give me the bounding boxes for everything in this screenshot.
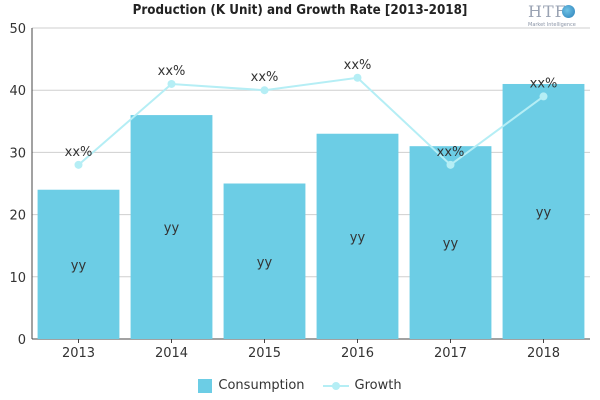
logo-text: HTF (528, 2, 567, 21)
growth-point (260, 86, 269, 95)
y-tick-label: 20 (9, 209, 26, 224)
bar-data-label: yy (350, 230, 366, 245)
x-tick-label: 2015 (248, 346, 281, 361)
y-tick-label: 0 (18, 333, 26, 348)
bar (37, 189, 120, 339)
globe-icon (562, 5, 575, 18)
x-tick-label: 2014 (155, 346, 188, 361)
legend-item-growth[interactable]: Growth (322, 378, 402, 393)
y-tick-label: 30 (9, 146, 26, 161)
growth-data-label: xx% (530, 76, 558, 91)
y-tick-label: 40 (9, 84, 26, 99)
bar (502, 83, 585, 339)
legend-swatch-consumption (198, 378, 213, 393)
chart-title: Production (K Unit) and Growth Rate [201… (132, 3, 468, 18)
bar-data-label: yy (257, 255, 273, 270)
legend-label-growth: Growth (354, 378, 402, 393)
growth-data-label: xx% (344, 58, 372, 73)
growth-data-label: xx% (65, 145, 93, 160)
y-tick-label: 10 (9, 271, 26, 286)
growth-data-label: xx% (251, 70, 279, 85)
bar (130, 115, 213, 339)
legend-item-consumption[interactable]: Consumption (198, 378, 305, 393)
bar-data-label: yy (536, 205, 552, 220)
growth-line (77, 76, 545, 167)
legend: Consumption Growth (0, 378, 600, 393)
growth-point (167, 79, 176, 88)
x-tick-label: 2016 (341, 346, 374, 361)
logo-subtext: Market Intelligence (528, 22, 576, 28)
growth-data-label: xx% (437, 145, 465, 160)
y-tick-label: 50 (9, 22, 26, 37)
legend-swatch-growth (322, 379, 349, 393)
bar (316, 133, 399, 339)
growth-point (74, 160, 83, 169)
growth-point (353, 73, 362, 82)
bar (223, 183, 306, 339)
growth-data-label: xx% (158, 64, 186, 79)
growth-point (446, 160, 455, 169)
x-tick-label: 2018 (527, 346, 560, 361)
bar-data-label: yy (164, 221, 180, 236)
x-tick-label: 2013 (62, 346, 95, 361)
legend-label-consumption: Consumption (218, 378, 305, 393)
htf-logo: HTF Market Intelligence (528, 2, 590, 30)
bar (409, 146, 492, 339)
bar-data-label: yy (71, 258, 87, 273)
bar-data-label: yy (443, 237, 459, 252)
x-tick-label: 2017 (434, 346, 467, 361)
growth-point (539, 92, 548, 101)
